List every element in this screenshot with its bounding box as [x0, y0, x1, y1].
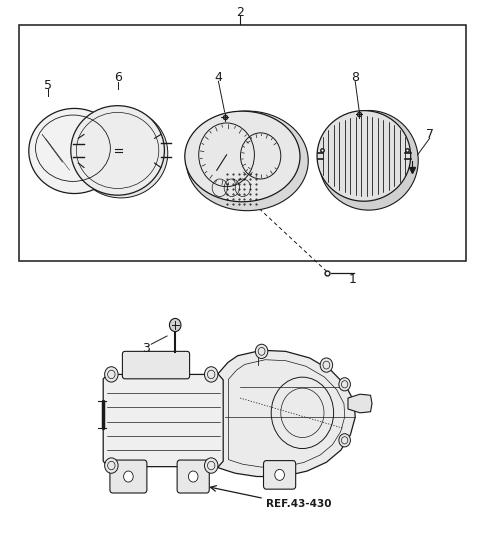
- Circle shape: [204, 367, 218, 382]
- Circle shape: [339, 378, 350, 391]
- Circle shape: [169, 318, 181, 332]
- Text: 2: 2: [236, 5, 244, 19]
- Bar: [19, 25, 466, 261]
- Circle shape: [204, 458, 218, 473]
- Ellipse shape: [186, 111, 308, 211]
- FancyBboxPatch shape: [264, 461, 296, 489]
- Circle shape: [188, 471, 198, 482]
- Text: 5: 5: [44, 79, 52, 92]
- Text: 8: 8: [351, 71, 359, 85]
- Circle shape: [105, 458, 118, 473]
- Text: 4: 4: [215, 71, 222, 85]
- Circle shape: [123, 471, 133, 482]
- FancyBboxPatch shape: [110, 460, 147, 493]
- Ellipse shape: [29, 109, 120, 194]
- FancyBboxPatch shape: [177, 460, 209, 493]
- Polygon shape: [348, 394, 372, 413]
- Circle shape: [105, 367, 118, 382]
- Ellipse shape: [74, 109, 168, 198]
- Ellipse shape: [185, 111, 300, 202]
- Circle shape: [275, 469, 284, 480]
- Circle shape: [255, 344, 268, 358]
- Circle shape: [320, 358, 333, 372]
- Circle shape: [339, 434, 350, 447]
- Ellipse shape: [317, 111, 411, 201]
- Polygon shape: [103, 374, 223, 467]
- Text: 3: 3: [143, 342, 150, 355]
- Ellipse shape: [319, 110, 418, 210]
- Text: 6: 6: [114, 71, 121, 85]
- Text: REF.43-430: REF.43-430: [266, 499, 332, 509]
- Text: 1: 1: [349, 273, 357, 287]
- Ellipse shape: [71, 105, 164, 195]
- FancyBboxPatch shape: [122, 351, 190, 379]
- Polygon shape: [218, 350, 355, 477]
- Text: 7: 7: [426, 128, 433, 141]
